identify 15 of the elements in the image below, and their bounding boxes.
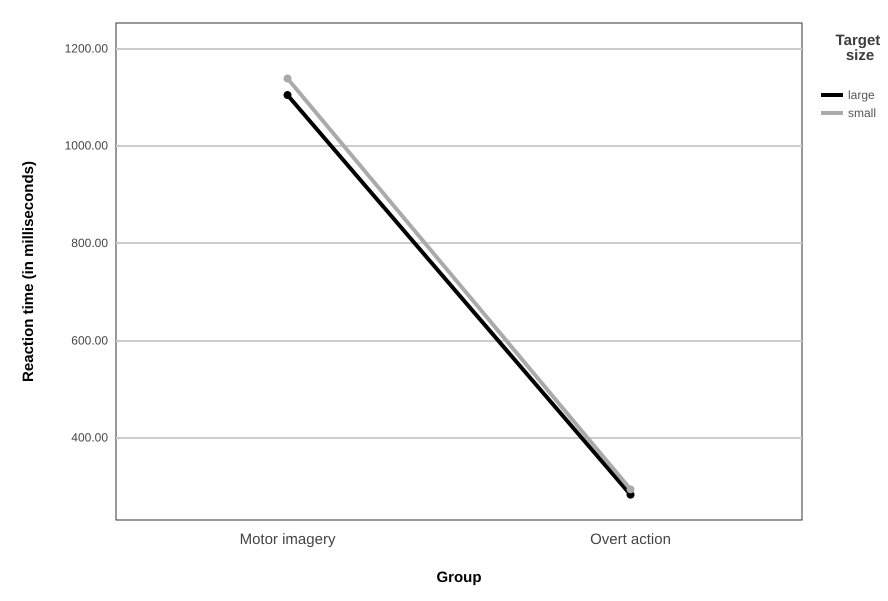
- x-tick-label: Motor imagery: [240, 531, 336, 548]
- legend-label: small: [848, 106, 876, 120]
- x-axis-title: Group: [436, 569, 482, 586]
- x-tick-label: Overt action: [590, 531, 671, 548]
- y-tick-label: 1200.00: [64, 41, 108, 56]
- point: [626, 485, 634, 494]
- legend-label: large: [848, 88, 876, 102]
- y-axis-title: Reaction time (in milliseconds): [20, 161, 37, 382]
- y-tick-label: 400.00: [71, 430, 108, 445]
- point: [284, 74, 292, 82]
- y-tick-label: 600.00: [71, 333, 108, 348]
- y-tick-label: 1000.00: [64, 138, 108, 153]
- y-tick-label: 800.00: [71, 236, 108, 250]
- legend-title: Target size: [836, 32, 884, 64]
- point: [284, 91, 292, 100]
